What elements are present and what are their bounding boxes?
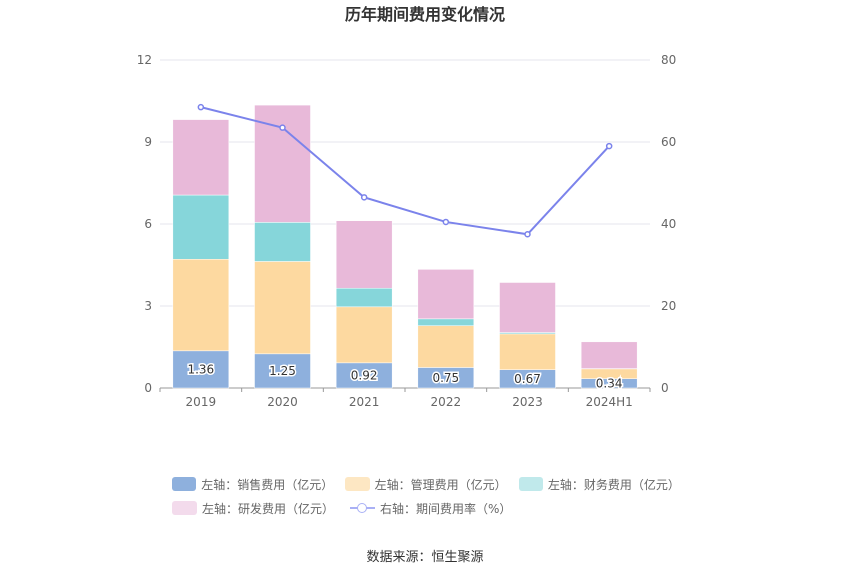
- legend-swatch-admin: [345, 477, 370, 491]
- y-right-tick-label: 0: [661, 381, 669, 395]
- bar-segment: [335, 220, 393, 289]
- bar-segment: [417, 269, 475, 320]
- y-right-tick-label: 20: [661, 299, 676, 313]
- bars: [172, 104, 638, 389]
- bar-segment: [335, 287, 393, 308]
- expense-rate-line: [197, 103, 613, 238]
- x-tick-label: 2022: [431, 395, 462, 409]
- y-right-ticks: 0 20 40 60 80: [661, 53, 676, 395]
- line-point: [442, 218, 450, 226]
- bar-value-label: 0.34: [596, 376, 623, 390]
- y-left-tick-label: 0: [144, 381, 152, 395]
- bar-segment: [417, 318, 475, 326]
- y-right-tick-label: 40: [661, 217, 676, 231]
- bar-value-label: 0.92: [351, 368, 378, 382]
- legend-item-rd[interactable]: 左轴：研发费用（亿元）: [172, 500, 334, 517]
- bar-value-label: 0.67: [514, 372, 541, 386]
- x-tick-label: 2023: [512, 395, 543, 409]
- bar-segment: [580, 341, 638, 369]
- y-left-tick-label: 9: [144, 135, 152, 149]
- line-point: [197, 103, 205, 111]
- line-path: [200, 106, 610, 236]
- legend-label-rd: 左轴：研发费用（亿元）: [202, 501, 335, 516]
- bar-segment: [499, 282, 556, 333]
- y-right-tick-label: 60: [661, 135, 676, 149]
- bar-value-label: 1.36: [187, 362, 214, 376]
- bar-segment: [172, 350, 230, 389]
- x-tick-label: 2019: [186, 395, 217, 409]
- line-point: [279, 124, 286, 131]
- legend-swatch-sales: [172, 477, 197, 491]
- legend: 左轴：销售费用（亿元） 左轴：管理费用（亿元） 左轴：财务费用（亿元） 左轴：研…: [172, 472, 692, 520]
- legend-swatch-finance: [518, 477, 543, 491]
- x-tick-label: 2021: [349, 395, 380, 409]
- bar-segment: [254, 222, 311, 262]
- bar-labels: 1.36 1.25 0.92 0.75 0.67 0.34: [186, 361, 624, 392]
- legend-item-rate[interactable]: 右轴：期间费用率（%）: [350, 500, 511, 517]
- line-point: [605, 142, 613, 150]
- legend-item-sales[interactable]: 左轴：销售费用（亿元）: [172, 476, 334, 493]
- x-tick-label: 2024H1: [586, 395, 633, 409]
- bar-value-label: 1.25: [269, 364, 296, 378]
- legend-swatch-rd: [172, 501, 197, 515]
- y-right-tick-label: 80: [661, 53, 676, 67]
- line-point: [524, 231, 531, 238]
- bar-segment: [172, 194, 230, 260]
- bar-segment: [335, 362, 393, 389]
- gridlines: [160, 59, 650, 389]
- bar-segment: [254, 261, 311, 355]
- y-left-ticks: 0 3 6 9 12: [137, 53, 152, 395]
- legend-label-finance: 左轴：财务费用（亿元）: [547, 477, 680, 492]
- chart-title: 历年期间费用变化情况: [345, 5, 505, 24]
- bar-value-label: 0.75: [432, 371, 459, 385]
- legend-item-admin[interactable]: 左轴：管理费用（亿元）: [345, 476, 507, 493]
- bar-segment: [499, 333, 556, 370]
- legend-label-admin: 左轴：管理费用（亿元）: [374, 477, 507, 492]
- legend-item-finance[interactable]: 左轴：财务费用（亿元）: [518, 476, 680, 493]
- data-source: 数据来源：恒生聚源: [366, 550, 484, 565]
- bar-segment: [417, 325, 475, 368]
- bar-segment: [172, 119, 230, 196]
- legend-label-rate: 右轴：期间费用率（%）: [380, 501, 512, 516]
- legend-label-sales: 左轴：销售费用（亿元）: [201, 477, 334, 492]
- legend-swatch-rate: [350, 501, 376, 515]
- x-tick-label: 2020: [267, 395, 298, 409]
- x-ticks: 2019 2020 2021 2022 2023 2024H1: [159, 388, 651, 409]
- y-left-tick-label: 12: [137, 53, 152, 67]
- y-left-tick-label: 3: [144, 299, 152, 313]
- bar-segment: [172, 259, 230, 352]
- line-point: [360, 194, 368, 201]
- bar-segment: [335, 306, 393, 364]
- y-left-tick-label: 6: [144, 217, 152, 231]
